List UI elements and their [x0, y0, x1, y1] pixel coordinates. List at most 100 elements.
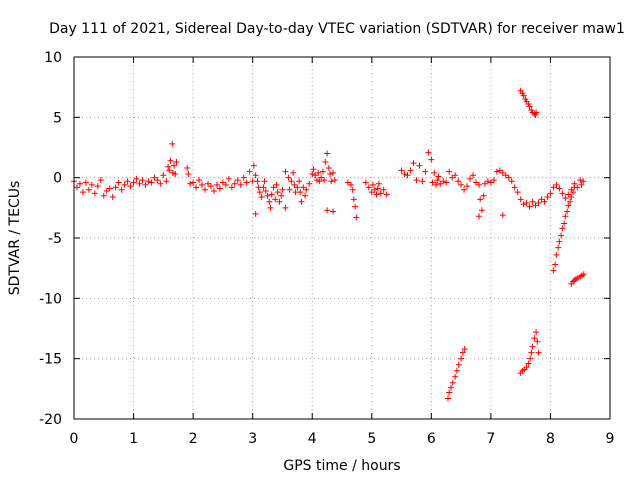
- data-point: [190, 179, 197, 186]
- data-point: [250, 162, 257, 169]
- data-point: [353, 214, 360, 221]
- data-point: [302, 192, 309, 199]
- data-point: [199, 181, 206, 188]
- data-point: [371, 186, 378, 193]
- data-point: [478, 207, 485, 214]
- data-point: [171, 162, 178, 169]
- data-point: [252, 172, 259, 179]
- data-point: [475, 213, 482, 220]
- data-point: [136, 180, 143, 187]
- data-point: [347, 181, 354, 188]
- data-point: [184, 165, 191, 172]
- data-point: [139, 177, 146, 184]
- data-point: [315, 169, 322, 176]
- data-point: [434, 177, 441, 184]
- data-point: [561, 220, 568, 227]
- x-tick-label: 4: [308, 431, 317, 447]
- data-point: [285, 174, 292, 181]
- data-point: [172, 171, 179, 178]
- data-point: [267, 204, 274, 211]
- data-point: [558, 232, 565, 239]
- x-tick-label: 6: [427, 431, 436, 447]
- data-point: [565, 202, 572, 209]
- data-point: [508, 178, 515, 185]
- data-point: [453, 367, 460, 374]
- data-point: [261, 178, 268, 185]
- data-point: [431, 169, 438, 176]
- data-point: [258, 193, 265, 200]
- data-point: [443, 179, 450, 186]
- data-point: [196, 177, 203, 184]
- y-tick-labels: 10 5 0 -5 -10 -15 -20: [39, 50, 62, 428]
- data-point: [535, 200, 542, 207]
- data-point: [73, 184, 80, 191]
- data-point: [142, 181, 149, 188]
- data-point: [282, 204, 289, 211]
- data-point: [362, 179, 369, 186]
- data-point: [470, 172, 477, 179]
- data-point: [458, 181, 465, 188]
- data-point: [82, 179, 89, 186]
- data-point: [477, 196, 484, 203]
- data-point: [440, 178, 447, 185]
- data-point: [130, 179, 137, 186]
- data-point: [210, 187, 217, 194]
- axis-ticks: [73, 56, 611, 420]
- y-tick-label: 5: [53, 110, 62, 126]
- y-tick-label: -5: [48, 231, 62, 247]
- data-point: [193, 184, 200, 191]
- data-point: [306, 180, 313, 187]
- data-point: [187, 180, 194, 187]
- data-point: [564, 208, 571, 215]
- data-point: [416, 162, 423, 169]
- data-point: [531, 335, 538, 342]
- data-point: [401, 171, 408, 178]
- data-point: [169, 140, 176, 147]
- data-point: [294, 184, 301, 191]
- data-points: [71, 87, 587, 402]
- data-point: [100, 192, 107, 199]
- data-point: [449, 379, 456, 386]
- data-point: [296, 178, 303, 185]
- data-point: [461, 346, 468, 353]
- x-tick-label: 0: [70, 431, 79, 447]
- data-point: [570, 189, 577, 196]
- data-point: [322, 158, 329, 165]
- data-point: [562, 213, 569, 220]
- data-point: [310, 166, 317, 173]
- data-point: [330, 208, 337, 215]
- data-point: [279, 186, 286, 193]
- data-point: [165, 163, 172, 170]
- data-point: [369, 181, 376, 188]
- data-point: [398, 167, 405, 174]
- data-point: [577, 177, 584, 184]
- data-point: [290, 169, 297, 176]
- data-point: [541, 198, 548, 205]
- y-axis-title: SDTVAR / TECUs: [7, 181, 23, 296]
- data-point: [88, 181, 95, 188]
- data-point: [446, 168, 453, 175]
- data-point: [547, 190, 554, 197]
- data-point: [517, 196, 524, 203]
- data-point: [523, 200, 530, 207]
- data-point: [505, 174, 512, 181]
- data-point: [256, 189, 263, 196]
- data-point: [303, 186, 310, 193]
- data-point: [278, 192, 285, 199]
- data-point: [435, 173, 442, 180]
- data-point: [133, 175, 140, 182]
- x-tick-label: 9: [606, 431, 615, 447]
- data-point: [419, 178, 426, 185]
- data-point: [552, 261, 559, 268]
- data-point: [556, 238, 563, 245]
- data-point: [374, 185, 381, 192]
- data-point: [458, 355, 465, 362]
- data-point: [266, 198, 273, 205]
- data-point: [157, 180, 164, 187]
- data-point: [79, 189, 86, 196]
- data-point: [567, 198, 574, 205]
- y-tick-label: -15: [39, 352, 62, 368]
- data-point: [160, 172, 167, 179]
- data-point: [433, 181, 440, 188]
